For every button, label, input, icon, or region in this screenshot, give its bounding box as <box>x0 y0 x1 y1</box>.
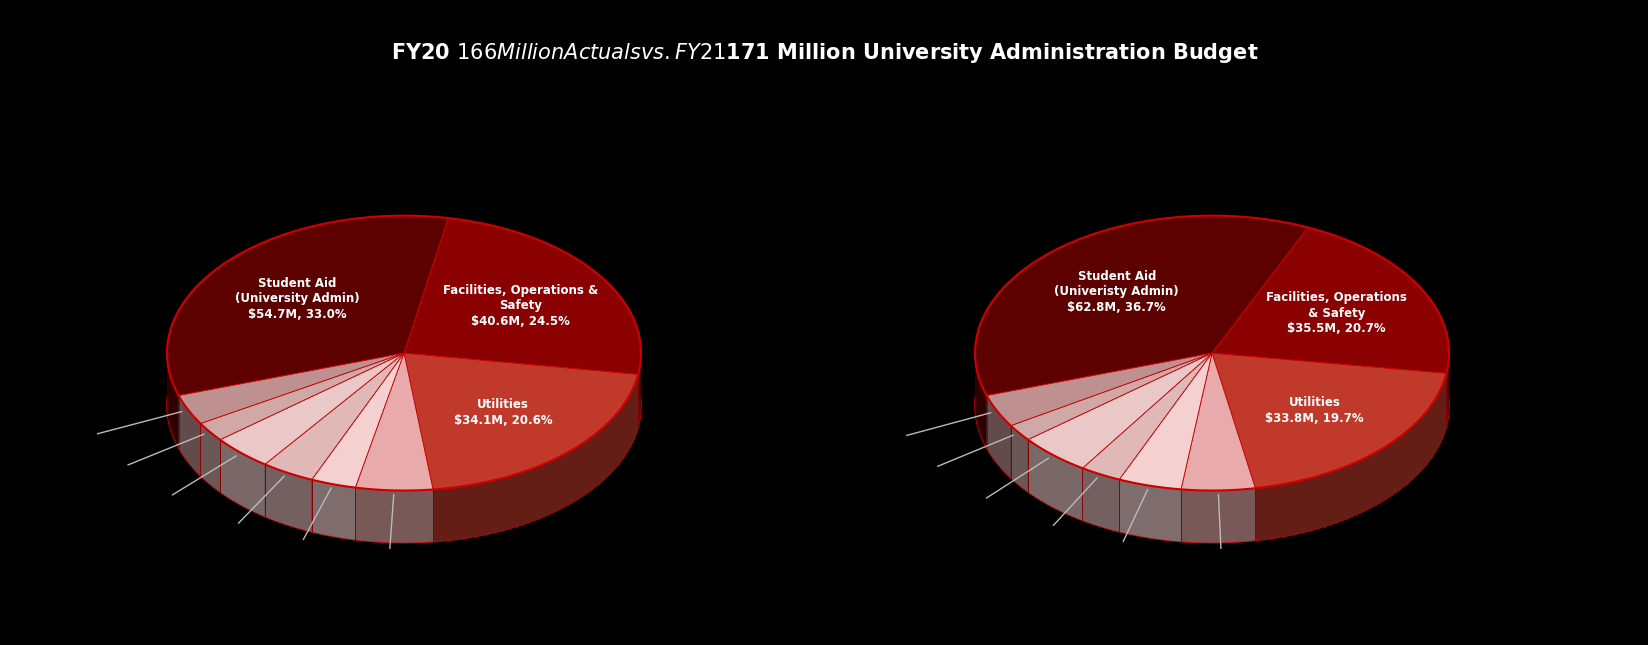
Polygon shape <box>986 395 1010 478</box>
Polygon shape <box>166 268 641 542</box>
Polygon shape <box>1254 373 1445 541</box>
Polygon shape <box>265 353 404 480</box>
Polygon shape <box>265 464 311 532</box>
Polygon shape <box>433 375 638 542</box>
Text: Utilities
$34.1M, 20.6%: Utilities $34.1M, 20.6% <box>453 398 552 426</box>
Polygon shape <box>974 352 986 448</box>
Polygon shape <box>1081 468 1119 531</box>
Polygon shape <box>201 353 404 440</box>
Polygon shape <box>311 353 404 488</box>
Text: Facilities, Operations &
Safety
$40.6M, 24.5%: Facilities, Operations & Safety $40.6M, … <box>442 284 598 328</box>
Polygon shape <box>219 353 404 464</box>
Polygon shape <box>986 353 1211 426</box>
Polygon shape <box>1119 353 1211 490</box>
Polygon shape <box>166 353 178 448</box>
Text: Utilities
$33.8M, 19.7%: Utilities $33.8M, 19.7% <box>1264 396 1363 424</box>
Polygon shape <box>354 488 433 542</box>
Polygon shape <box>1445 351 1449 426</box>
Polygon shape <box>178 395 201 475</box>
Polygon shape <box>974 268 1449 542</box>
Polygon shape <box>1211 353 1445 488</box>
Polygon shape <box>311 480 354 540</box>
Polygon shape <box>1211 228 1449 373</box>
Polygon shape <box>1010 426 1027 491</box>
Polygon shape <box>1027 440 1081 521</box>
Polygon shape <box>1081 353 1211 480</box>
Text: Facilities, Operations
& Safety
$35.5M, 20.7%: Facilities, Operations & Safety $35.5M, … <box>1266 292 1406 335</box>
Text: Student Aid
(University Admin)
$54.7M, 33.0%: Student Aid (University Admin) $54.7M, 3… <box>236 277 359 321</box>
Polygon shape <box>638 353 641 426</box>
Polygon shape <box>1119 480 1180 542</box>
Polygon shape <box>1027 353 1211 468</box>
Polygon shape <box>974 215 1307 395</box>
Polygon shape <box>404 218 641 375</box>
Polygon shape <box>201 424 219 492</box>
Polygon shape <box>219 440 265 517</box>
Polygon shape <box>178 353 404 424</box>
Polygon shape <box>166 215 448 395</box>
Polygon shape <box>354 353 433 491</box>
Polygon shape <box>1180 488 1254 542</box>
Text: Student Aid
(Univeristy Admin)
$62.8M, 36.7%: Student Aid (Univeristy Admin) $62.8M, 3… <box>1053 270 1178 314</box>
Polygon shape <box>404 353 638 490</box>
Polygon shape <box>1010 353 1211 440</box>
Polygon shape <box>1180 353 1254 491</box>
Text: FY20 $166 Million Actuals vs. FY21 $171 Million University Administration Budget: FY20 $166 Million Actuals vs. FY21 $171 … <box>391 41 1257 65</box>
